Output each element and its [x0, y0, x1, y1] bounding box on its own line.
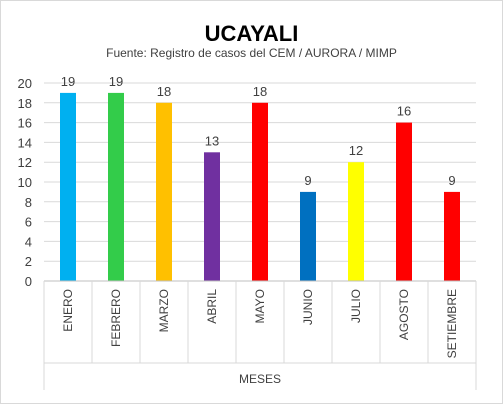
y-axis-ticks: 0 2 4 6 8 10 12 14 16 18 20	[18, 76, 32, 289]
bar	[396, 122, 412, 281]
x-tick-label: JULIO	[349, 289, 363, 323]
data-label: 13	[205, 133, 219, 148]
data-label: 16	[397, 104, 411, 119]
y-tick-label: 10	[18, 175, 32, 190]
x-axis-categories: ENERO FEBRERO MARZO ABRIL MAYO JUNIO JULIO AGOS…	[61, 289, 459, 359]
bars	[60, 92, 460, 282]
chart-subtitle: Fuente: Registro de casos del CEM / AURO…	[106, 46, 397, 60]
y-tick-label: 6	[25, 215, 32, 230]
bar	[60, 92, 76, 282]
data-label: 12	[349, 143, 363, 158]
data-labels: 19 19 18 13 18 9 12 16 9	[61, 74, 456, 188]
bar	[108, 92, 124, 282]
y-tick-label: 0	[25, 274, 32, 289]
data-label: 18	[253, 84, 267, 99]
x-tick-label: AGOSTO	[397, 289, 411, 340]
x-tick-label: MARZO	[157, 289, 171, 332]
y-tick-label: 4	[25, 234, 32, 249]
x-tick-label: ABRIL	[205, 289, 219, 324]
bar	[156, 102, 172, 281]
data-label: 19	[61, 74, 75, 89]
y-tick-label: 12	[18, 155, 32, 170]
x-tick-label: MAYO	[253, 289, 267, 323]
x-axis-label: MESES	[239, 372, 281, 386]
x-tick-label: FEBRERO	[109, 289, 123, 347]
data-label: 19	[109, 74, 123, 89]
bar	[300, 191, 316, 281]
y-tick-label: 8	[25, 195, 32, 210]
y-tick-label: 16	[18, 116, 32, 131]
bar	[252, 102, 268, 281]
bar	[444, 191, 460, 281]
y-tick-label: 20	[18, 76, 32, 91]
x-tick-label: ENERO	[61, 289, 75, 332]
data-label: 18	[157, 84, 171, 99]
x-tick-label: JUNIO	[301, 289, 315, 325]
axis-lines	[43, 280, 477, 390]
y-tick-label: 14	[18, 135, 32, 150]
chart-title: UCAYALI	[204, 21, 299, 46]
bar	[204, 152, 220, 281]
y-tick-label: 18	[18, 96, 32, 111]
data-label: 9	[448, 173, 455, 188]
y-tick-label: 2	[25, 254, 32, 269]
x-tick-label: SETIEMBRE	[445, 289, 459, 358]
data-label: 9	[304, 173, 311, 188]
bar	[348, 162, 364, 281]
